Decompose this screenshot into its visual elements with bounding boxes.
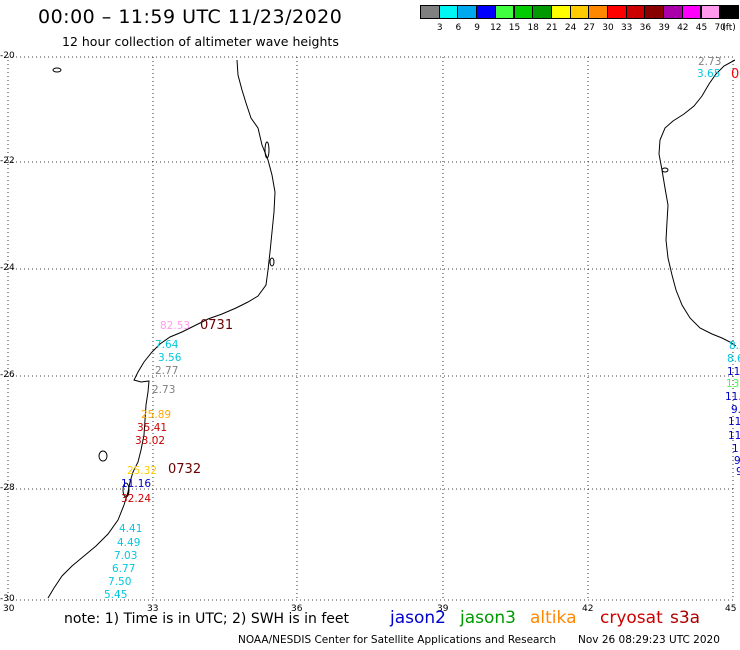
wave-height-reading: 13 bbox=[726, 378, 740, 390]
satellite-altika: altika bbox=[530, 608, 577, 628]
wave-height-reading: 9 bbox=[734, 455, 740, 467]
legend-label: 24 bbox=[564, 23, 577, 33]
wave-height-reading: 2.77 bbox=[155, 365, 179, 377]
wave-height-reading: 82.53 bbox=[160, 320, 191, 332]
wave-height-reading: 8.2 bbox=[729, 340, 740, 352]
island bbox=[98, 450, 108, 462]
graticule bbox=[8, 57, 733, 600]
map-title: 00:00 – 11:59 UTC 11/23/2020 bbox=[38, 6, 343, 28]
latitude-label: -24 bbox=[0, 263, 15, 273]
wave-height-reading: 5.45 bbox=[104, 589, 128, 601]
wave-height-reading: 3.65 bbox=[697, 68, 721, 80]
latitude-label: -30 bbox=[0, 594, 15, 604]
wave-height-reading: 7.03 bbox=[114, 550, 138, 562]
wave-height-reading: 0 bbox=[731, 67, 740, 82]
longitude-label: 42 bbox=[582, 604, 594, 614]
wave-height-reading: 6.77 bbox=[112, 563, 136, 575]
legend-label: 18 bbox=[527, 23, 539, 33]
latitude-label: -28 bbox=[0, 483, 15, 493]
legend-label: 6 bbox=[455, 23, 462, 33]
island bbox=[661, 167, 669, 173]
map-frame bbox=[7, 56, 734, 601]
island bbox=[122, 482, 130, 498]
legend-label: 3 bbox=[436, 23, 443, 33]
wave-height-reading: 7.64 bbox=[155, 339, 179, 351]
generated-timestamp: Nov 26 08:29:23 UTC 2020 bbox=[578, 634, 720, 646]
longitude-label: 45 bbox=[725, 604, 737, 614]
island bbox=[264, 141, 270, 159]
legend-label: 45 bbox=[695, 23, 708, 33]
wave-height-reading: 4.49 bbox=[117, 537, 141, 549]
wave-height-reading: 8.6 bbox=[727, 353, 740, 365]
wave-height-reading: 9 bbox=[736, 466, 740, 478]
wave-height-reading: 32.24 bbox=[121, 493, 152, 505]
wave-height-reading: 1 bbox=[732, 443, 739, 455]
wave-height-reading: 33.02 bbox=[135, 435, 166, 447]
legend-label: 70 bbox=[714, 23, 726, 33]
legend-label: 21 bbox=[546, 23, 558, 33]
satellite-s3a: s3a bbox=[670, 608, 701, 628]
wave-height-legend: (ft) bbox=[420, 5, 740, 39]
legend-label: 36 bbox=[639, 23, 652, 33]
wave-height-reading: 35.41 bbox=[137, 422, 168, 434]
wave-height-reading: 2.73 bbox=[152, 384, 176, 396]
wave-height-reading: 25.32 bbox=[127, 465, 158, 477]
legend-label: 12 bbox=[490, 23, 502, 33]
legend-label: 15 bbox=[508, 23, 521, 33]
legend-unit: (ft) bbox=[722, 23, 736, 33]
wave-height-reading: 25.89 bbox=[141, 409, 172, 421]
legend-label: 27 bbox=[583, 23, 596, 33]
pass-time-label: 0731 bbox=[200, 318, 234, 333]
credit-line: NOAA/NESDIS Center for Satellite Applica… bbox=[238, 634, 556, 646]
wave-height-reading: 11. bbox=[727, 366, 740, 378]
satellite-cryosat: cryosat bbox=[600, 608, 663, 628]
map-subtitle: 12 hour collection of altimeter wave hei… bbox=[62, 34, 339, 49]
wave-height-reading: 7.50 bbox=[108, 576, 132, 588]
wave-height-reading: 9. bbox=[731, 404, 740, 416]
legend-label: 42 bbox=[677, 23, 689, 33]
latitude-label: -22 bbox=[0, 156, 15, 166]
longitude-label: 36 bbox=[291, 604, 303, 614]
wave-height-reading: 3.56 bbox=[158, 352, 182, 364]
longitude-label: 33 bbox=[147, 604, 159, 614]
islands bbox=[52, 67, 669, 498]
longitude-label: 39 bbox=[437, 604, 449, 614]
latitude-label: -26 bbox=[0, 370, 15, 380]
island bbox=[269, 257, 275, 267]
legend-label: 39 bbox=[658, 23, 670, 33]
coastline-madagascar bbox=[658, 59, 737, 347]
pass-time-label: 0732 bbox=[168, 462, 202, 477]
wave-height-reading: 11.16 bbox=[121, 478, 152, 490]
footer-note: note: 1) Time is in UTC; 2) SWH is in fe… bbox=[64, 611, 350, 627]
satellite-jason2: jason2 bbox=[390, 608, 446, 628]
satellite-jason3: jason3 bbox=[460, 608, 516, 628]
wave-height-reading: 11 bbox=[728, 430, 740, 442]
island bbox=[52, 67, 62, 73]
legend-label: 30 bbox=[602, 23, 614, 33]
legend-swatch bbox=[719, 5, 739, 19]
wave-height-reading: 2.73 bbox=[698, 56, 722, 68]
coastline-africa bbox=[47, 59, 276, 599]
legend-label: 33 bbox=[620, 23, 633, 33]
longitude-label: 30 bbox=[3, 604, 15, 614]
wave-height-reading: 11 bbox=[728, 416, 740, 428]
wave-height-reading: 4.41 bbox=[119, 523, 143, 535]
wave-height-reading: 11. bbox=[725, 391, 740, 403]
legend-label: 9 bbox=[474, 23, 480, 33]
latitude-label: -20 bbox=[0, 51, 15, 61]
